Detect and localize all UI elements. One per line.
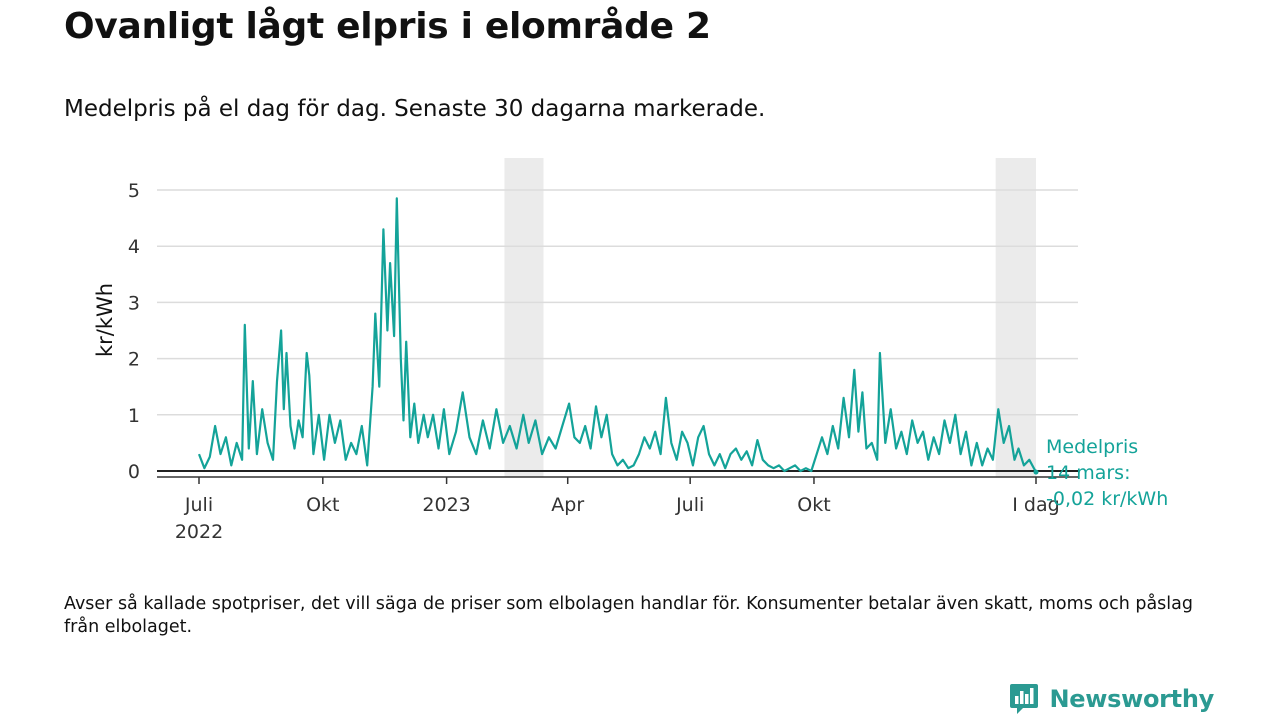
x-tick-label-5: Juli bbox=[675, 494, 704, 516]
x-tick-labels: Juli 2022 Okt 2023 Apr Juli Okt I dag bbox=[175, 477, 1060, 543]
latest-price-label-line-1: Medelpris bbox=[1046, 436, 1138, 458]
x-tick-label-6: Okt bbox=[797, 494, 830, 516]
latest-price-label-line-2: 14 mars: bbox=[1046, 462, 1130, 484]
x-tick-label-2: Okt bbox=[306, 494, 339, 516]
y-tick-1: 1 bbox=[128, 405, 140, 427]
latest-price-label: Medelpris 14 mars: -0,02 kr/kWh bbox=[1046, 436, 1168, 510]
y-gridlines bbox=[157, 189, 1078, 416]
y-tick-5: 5 bbox=[128, 180, 140, 202]
price-series-line bbox=[197, 197, 1037, 473]
x-tick-label-1: Juli bbox=[184, 494, 213, 516]
y-tick-2: 2 bbox=[128, 349, 140, 371]
y-tick-4: 4 bbox=[128, 236, 140, 258]
chart-subtitle: Medelpris på el dag för dag. Senaste 30 … bbox=[64, 96, 766, 122]
price-line-chart: 0 1 2 3 4 5 Juli 2022 Okt 2023 Apr Juli Okt I dag kr… bbox=[93, 158, 1168, 543]
x-tick-label-3: 2023 bbox=[422, 494, 470, 516]
brand-name: Newsworthy bbox=[1049, 685, 1214, 713]
x-tick-label-7: I dag bbox=[1012, 494, 1059, 516]
y-tick-labels: 0 1 2 3 4 5 bbox=[128, 180, 140, 483]
footnote: Avser så kallade spotpriser, det vill sä… bbox=[64, 594, 1193, 637]
brand: Newsworthy bbox=[1009, 683, 1214, 715]
y-tick-0: 0 bbox=[128, 461, 140, 483]
chart-title: Ovanligt lågt elpris i elområde 2 bbox=[64, 6, 711, 47]
latest-price-label-line-3: -0,02 kr/kWh bbox=[1046, 488, 1168, 510]
newsworthy-logo-icon bbox=[1010, 684, 1039, 714]
latest-point bbox=[1033, 469, 1039, 475]
y-axis-label: kr/kWh bbox=[93, 283, 117, 357]
highlight-band-2 bbox=[995, 158, 1036, 477]
x-tick-label-1-line2: 2022 bbox=[175, 521, 223, 543]
x-tick-label-4: Apr bbox=[551, 494, 584, 516]
y-tick-3: 3 bbox=[128, 292, 140, 314]
